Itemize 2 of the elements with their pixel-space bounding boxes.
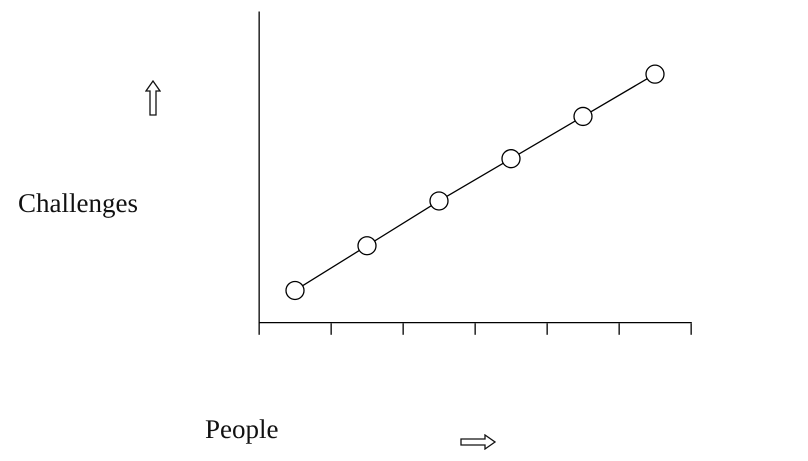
y-axis-title: Challenges: [18, 188, 138, 219]
x-axis-title: People: [205, 414, 278, 445]
